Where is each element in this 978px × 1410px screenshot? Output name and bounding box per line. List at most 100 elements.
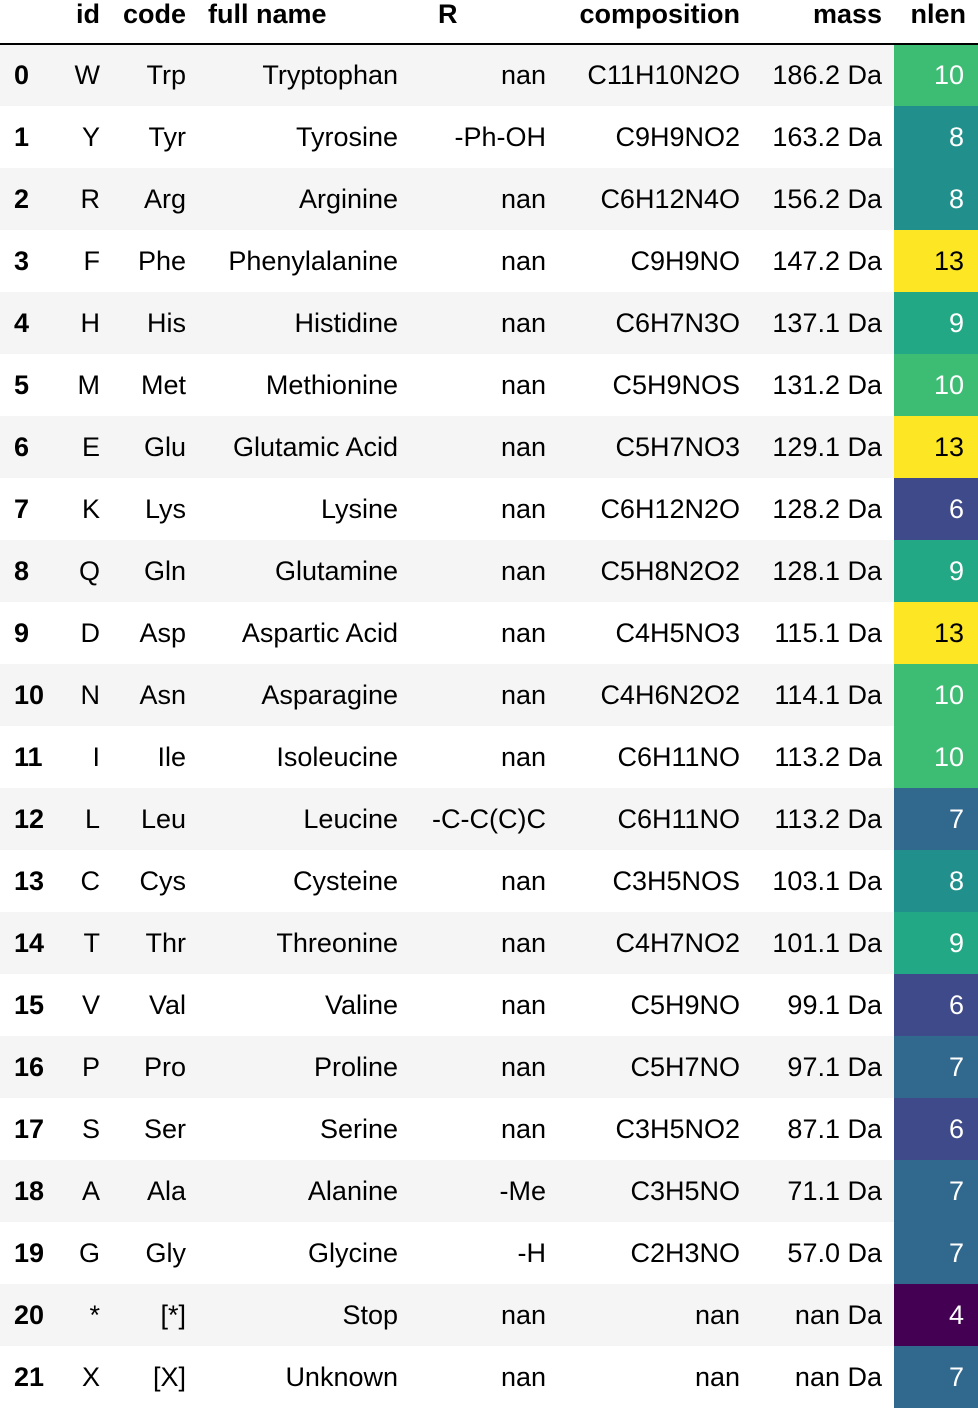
cell-r: nan xyxy=(500,183,546,214)
cell-id: R xyxy=(80,183,101,214)
cell-full-name: Lysine xyxy=(320,493,398,524)
cell-code: Val xyxy=(148,989,186,1020)
cell-composition: C6H11NO xyxy=(617,803,740,834)
cell-id: G xyxy=(78,1237,100,1268)
cell-nlen: 10 xyxy=(894,354,978,416)
row-index: 16 xyxy=(14,1051,45,1082)
cell-code: Leu xyxy=(140,803,186,834)
table-row: 5 M Met Methionine nan C5H9NOS 131.2 Da 10 xyxy=(0,354,978,416)
cell-full-name: Threonine xyxy=(276,927,398,958)
cell-composition: C6H12N4O xyxy=(600,183,740,214)
table-row: 19 G Gly Glycine -H C2H3NO 57.0 Da 7 xyxy=(0,1222,978,1284)
row-index: 21 xyxy=(14,1361,45,1392)
cell-id: W xyxy=(74,60,100,90)
cell-mass: 71.1 Da xyxy=(787,1175,882,1206)
row-index: 0 xyxy=(14,60,30,90)
cell-nlen: 13 xyxy=(894,602,978,664)
table-row: 4 H His Histidine nan C6H7N3O 137.1 Da 9 xyxy=(0,292,978,354)
table-row: 15 V Val Valine nan C5H9NO 99.1 Da 6 xyxy=(0,974,978,1036)
cell-code: Asp xyxy=(139,617,186,648)
cell-composition: C4H6N2O2 xyxy=(600,679,740,710)
cell-mass: 97.1 Da xyxy=(787,1051,882,1082)
cell-full-name: Glycine xyxy=(307,1237,398,1268)
header-index xyxy=(0,0,60,45)
cell-composition: C9H9NO xyxy=(630,245,740,276)
cell-composition: C5H7NO xyxy=(630,1051,740,1082)
cell-id: N xyxy=(80,679,101,710)
row-index: 1 xyxy=(14,121,30,152)
row-index: 20 xyxy=(14,1299,45,1330)
cell-nlen: 9 xyxy=(894,540,978,602)
cell-nlen: 6 xyxy=(894,478,978,540)
cell-code: Ser xyxy=(143,1113,186,1144)
row-index: 3 xyxy=(14,245,30,276)
cell-composition: C4H7NO2 xyxy=(615,927,740,958)
cell-full-name: Glutamic Acid xyxy=(232,431,398,462)
cell-id: Q xyxy=(78,555,100,586)
cell-id: S xyxy=(81,1113,100,1144)
cell-mass: 137.1 Da xyxy=(772,307,882,338)
row-index: 4 xyxy=(14,307,30,338)
cell-composition: C3H5NO2 xyxy=(615,1113,740,1144)
cell-mass: 99.1 Da xyxy=(787,989,882,1020)
cell-id: M xyxy=(77,369,101,400)
table-row: 6 E Glu Glutamic Acid nan C5H7NO3 129.1 Da 13 xyxy=(0,416,978,478)
cell-mass: 129.1 Da xyxy=(772,431,882,462)
cell-composition: C6H7N3O xyxy=(615,307,740,338)
table-row: 10 N Asn Asparagine nan C4H6N2O2 114.1 Da 10 xyxy=(0,664,978,726)
row-index: 17 xyxy=(14,1113,45,1144)
cell-code: Glu xyxy=(143,431,186,462)
row-index: 18 xyxy=(14,1175,45,1206)
cell-full-name: Tryptophan xyxy=(262,60,398,90)
cell-code: Met xyxy=(140,369,186,400)
row-index: 9 xyxy=(14,617,30,648)
row-index: 2 xyxy=(14,183,30,214)
cell-full-name: Cysteine xyxy=(292,865,398,896)
cell-full-name: Serine xyxy=(319,1113,398,1144)
cell-id: P xyxy=(81,1051,100,1082)
cell-code: [*] xyxy=(160,1299,186,1330)
cell-code: Tyr xyxy=(148,121,187,152)
table-row: 1 Y Tyr Tyrosine -Ph-OH C9H9NO2 163.2 Da 8 xyxy=(0,106,978,168)
cell-code: Gln xyxy=(143,555,186,586)
cell-nlen: 8 xyxy=(894,106,978,168)
cell-r: -Ph-OH xyxy=(454,121,546,152)
cell-r: nan xyxy=(500,741,546,772)
cell-composition: C5H8N2O2 xyxy=(600,555,740,586)
table-row: 13 C Cys Cysteine nan C3H5NOS 103.1 Da 8 xyxy=(0,850,978,912)
table-row: 9 D Asp Aspartic Acid nan C4H5NO3 115.1 Da 13 xyxy=(0,602,978,664)
cell-code: Thr xyxy=(145,927,187,958)
cell-full-name: Leucine xyxy=(303,803,398,834)
cell-composition: C3H5NOS xyxy=(612,865,740,896)
cell-code: Ala xyxy=(146,1175,186,1206)
cell-mass: 114.1 Da xyxy=(774,679,882,710)
cell-mass: nan Da xyxy=(794,1299,882,1330)
row-index: 6 xyxy=(14,431,30,462)
cell-nlen: 10 xyxy=(894,44,978,106)
table-body: 0 W Trp Tryptophan nan C11H10N2O 186.2 Da 10 1 Y T… xyxy=(0,44,978,1408)
header-mass: mass xyxy=(752,0,894,45)
cell-composition: C9H9NO2 xyxy=(615,121,740,152)
cell-nlen: 10 xyxy=(894,664,978,726)
row-index: 5 xyxy=(14,369,30,400)
cell-mass: 87.1 Da xyxy=(787,1113,882,1144)
cell-full-name: Unknown xyxy=(285,1361,398,1392)
cell-id: D xyxy=(80,617,101,648)
cell-id: L xyxy=(84,803,100,834)
cell-nlen: 7 xyxy=(894,1346,978,1408)
cell-full-name: Isoleucine xyxy=(276,741,398,772)
cell-full-name: Aspartic Acid xyxy=(241,617,398,648)
table-row: 11 I Ile Isoleucine nan C6H11NO 113.2 Da 10 xyxy=(0,726,978,788)
cell-mass: 131.2 Da xyxy=(772,369,882,400)
cell-id: X xyxy=(81,1361,100,1392)
table-row: 17 S Ser Serine nan C3H5NO2 87.1 Da 6 xyxy=(0,1098,978,1160)
cell-full-name: Valine xyxy=(324,989,398,1020)
cell-nlen: 8 xyxy=(894,850,978,912)
cell-mass: 156.2 Da xyxy=(772,183,882,214)
cell-r: nan xyxy=(500,431,546,462)
header-full-name: full name xyxy=(198,0,410,45)
cell-composition: C11H10N2O xyxy=(587,60,740,90)
row-index: 12 xyxy=(14,803,45,834)
cell-full-name: Arginine xyxy=(298,183,398,214)
cell-nlen: 13 xyxy=(894,416,978,478)
